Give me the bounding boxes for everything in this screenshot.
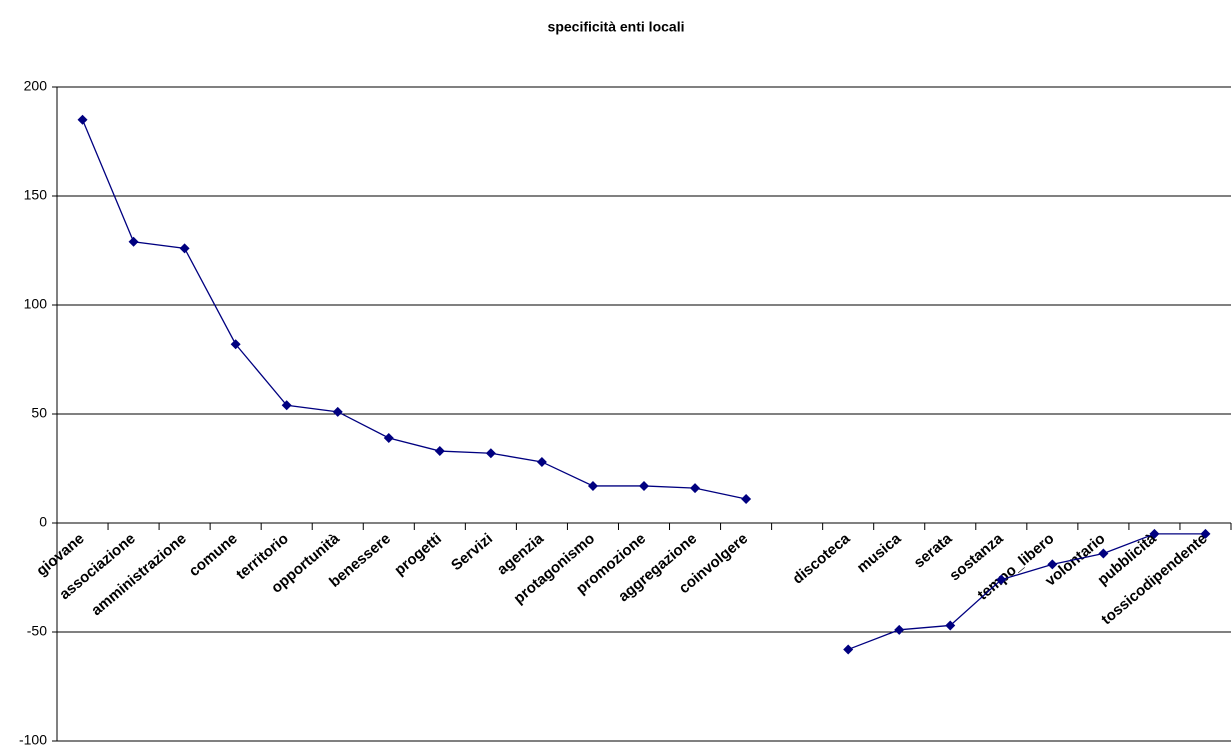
marker bbox=[179, 243, 190, 254]
marker bbox=[332, 406, 343, 417]
x-tick-label: musica bbox=[854, 530, 905, 577]
marker bbox=[741, 494, 752, 505]
marker bbox=[1098, 548, 1109, 559]
x-tick-label: progetti bbox=[391, 530, 445, 579]
x-tick-label: amministrazione bbox=[88, 530, 190, 619]
y-tick-label: 0 bbox=[39, 514, 47, 530]
marker bbox=[843, 644, 854, 655]
marker bbox=[383, 432, 394, 443]
marker bbox=[587, 480, 598, 491]
x-tick-label: Servizi bbox=[448, 530, 496, 574]
y-tick-label: -50 bbox=[27, 623, 47, 639]
marker bbox=[1200, 528, 1211, 539]
x-tick-label: serata bbox=[911, 530, 956, 572]
marker bbox=[996, 574, 1007, 585]
y-tick-label: 50 bbox=[31, 405, 47, 421]
x-tick-label: discoteca bbox=[789, 530, 853, 588]
y-tick-label: -100 bbox=[19, 732, 47, 748]
marker bbox=[690, 483, 701, 494]
marker bbox=[1149, 528, 1160, 539]
y-tick-label: 100 bbox=[24, 296, 48, 312]
marker bbox=[434, 446, 445, 457]
y-tick-label: 200 bbox=[24, 78, 48, 94]
marker bbox=[230, 339, 241, 350]
chart-title: specificità enti locali bbox=[548, 19, 685, 35]
marker bbox=[128, 236, 139, 247]
marker bbox=[639, 480, 649, 491]
marker bbox=[281, 400, 292, 411]
line bbox=[81, 119, 1206, 651]
marker bbox=[894, 624, 905, 635]
x-tick-label: comune bbox=[186, 530, 241, 580]
marker bbox=[485, 448, 496, 459]
marker bbox=[1047, 559, 1058, 570]
marker bbox=[536, 456, 547, 467]
marker bbox=[945, 620, 956, 631]
marker bbox=[77, 114, 88, 125]
y-tick-label: 150 bbox=[24, 187, 48, 203]
